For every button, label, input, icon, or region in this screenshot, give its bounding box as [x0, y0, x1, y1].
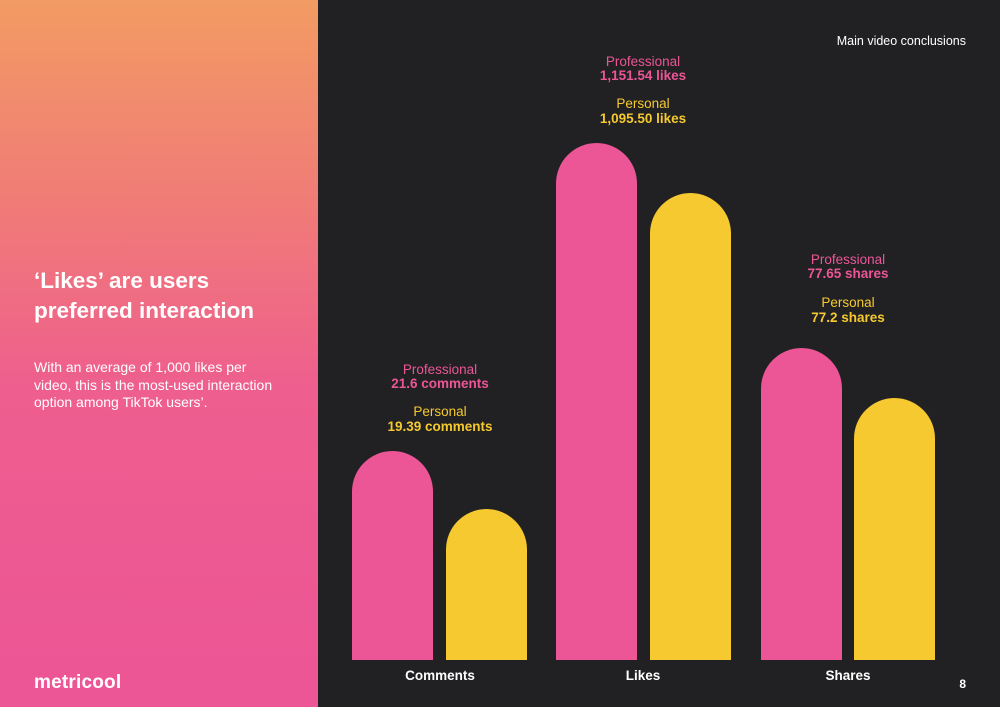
- bar-likes-personal: [650, 193, 731, 661]
- metricool-logo: metricool: [34, 672, 122, 693]
- category-label-likes: Likes: [626, 668, 661, 683]
- page-number: 8: [959, 677, 966, 691]
- body-text: With an average of 1,000 likes per video…: [34, 359, 273, 410]
- category-label-shares: Shares: [825, 668, 870, 683]
- section-title: Main video conclusions: [836, 34, 966, 48]
- data-label-series-likes-personal: Personal: [616, 96, 669, 111]
- page-headline: ‘Likes’ are users preferred interaction: [34, 268, 255, 323]
- data-label-value-shares-personal: 77.2 shares: [811, 310, 885, 325]
- bar-likes-professional: [556, 143, 637, 660]
- data-label-value-comments-personal: 19.39 comments: [387, 419, 492, 434]
- data-label-series-shares-professional: Professional: [811, 252, 885, 267]
- data-label-series-likes-professional: Professional: [606, 54, 680, 69]
- data-label-value-shares-professional: 77.65 shares: [807, 266, 888, 281]
- data-label-series-shares-personal: Personal: [821, 295, 874, 310]
- data-label-value-comments-professional: 21.6 comments: [391, 376, 489, 391]
- bar-shares-professional: [761, 348, 842, 660]
- bar-comments-professional: [352, 451, 433, 660]
- bar-shares-personal: [854, 398, 935, 660]
- data-label-series-comments-personal: Personal: [413, 404, 466, 419]
- left-panel: ‘Likes’ are users preferred interaction …: [0, 0, 318, 707]
- data-label-value-likes-personal: 1,095.50 likes: [600, 111, 686, 126]
- chart-panel: Main video conclusions 8 Professional 21.…: [318, 0, 1000, 707]
- data-label-series-comments-professional: Professional: [403, 362, 477, 377]
- bar-comments-personal: [446, 509, 527, 660]
- category-label-comments: Comments: [405, 668, 475, 683]
- data-label-value-likes-professional: 1,151.54 likes: [600, 68, 686, 83]
